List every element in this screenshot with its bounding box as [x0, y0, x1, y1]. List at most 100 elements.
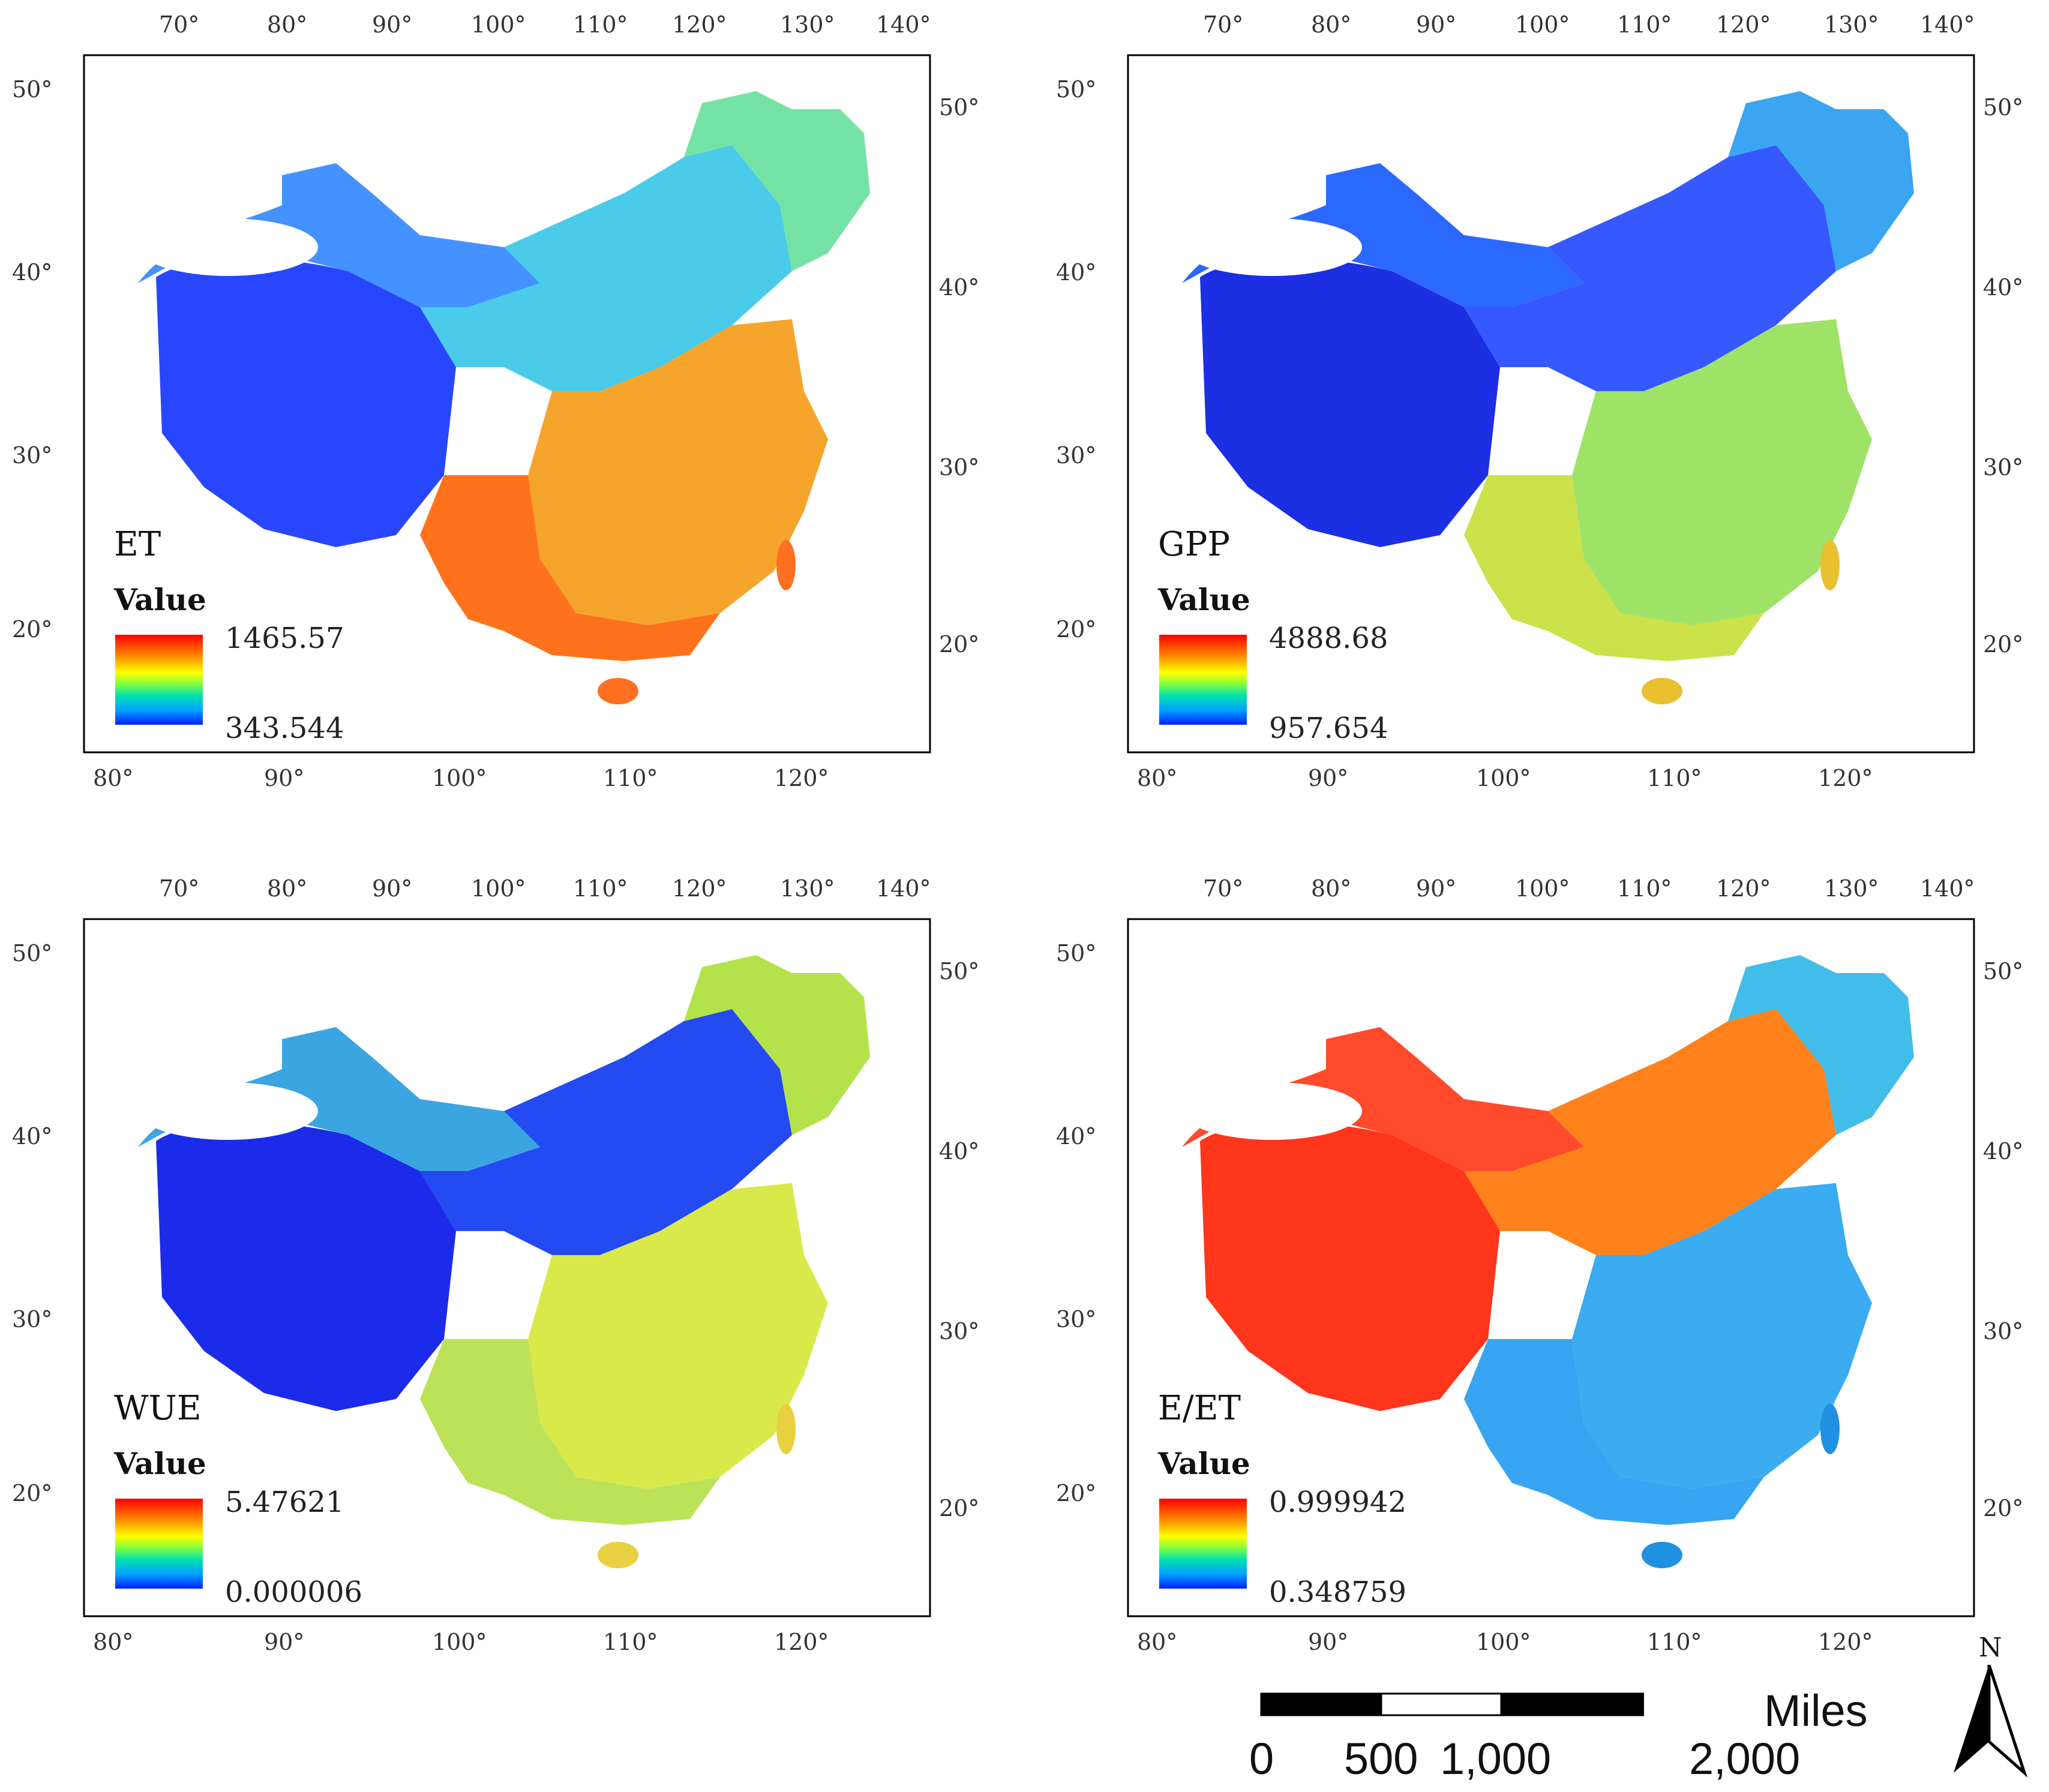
- bottom-lon-tick: 120°: [1818, 765, 1873, 791]
- legend-max-value: 1465.57: [225, 622, 344, 655]
- map-region-south: [420, 1339, 720, 1525]
- left-lat-tick: 30°: [1056, 1306, 1097, 1332]
- right-lat-tick: 20°: [939, 1495, 980, 1521]
- top-lon-tick: 80°: [267, 875, 308, 902]
- left-lat-tick: 50°: [12, 940, 53, 966]
- right-lat-tick: 40°: [939, 274, 980, 301]
- right-lat-tick: 40°: [939, 1138, 980, 1164]
- bottom-lon-tick: 90°: [1308, 765, 1349, 791]
- bottom-lon-tick: 110°: [1647, 765, 1702, 791]
- bottom-lon-tick: 120°: [774, 1629, 829, 1655]
- top-lon-tick: 140°: [876, 11, 931, 38]
- top-lon-tick: 120°: [672, 11, 727, 38]
- bottom-lon-tick: 110°: [1647, 1629, 1702, 1655]
- map-island-taiwan: [776, 540, 796, 590]
- left-lat-tick: 20°: [12, 616, 53, 643]
- map-panel-eet: 70° 80° 90° 100° 110° 120° 130° 140° 80° 90° 100° 1…: [1044, 864, 2028, 1668]
- left-lat-tick: 40°: [12, 1123, 53, 1149]
- map-region-north: [420, 1009, 792, 1255]
- variable-title: E/ET: [1158, 1389, 1241, 1428]
- top-lon-tick: 70°: [1203, 875, 1244, 902]
- left-lat-tick: 20°: [1056, 616, 1097, 643]
- map-frame: [1127, 918, 1975, 1617]
- map-panel-wue: 70° 80° 90° 100° 110° 120° 130° 140° 80° 90° 100° 1…: [0, 864, 984, 1668]
- left-lat-tick: 30°: [12, 1306, 53, 1332]
- north-arrow: N: [1950, 1635, 2028, 1779]
- right-lat-tick: 40°: [1983, 1138, 2024, 1164]
- top-lon-tick: 110°: [573, 875, 628, 902]
- top-lon-tick: 110°: [573, 11, 628, 38]
- top-lon-tick: 100°: [471, 875, 526, 902]
- legend-title: Value: [114, 582, 206, 617]
- map-region-north: [420, 145, 792, 391]
- left-lat-tick: 40°: [12, 259, 53, 286]
- left-lat-tick: 20°: [12, 1480, 53, 1506]
- map-nodata-desert: [138, 218, 318, 276]
- top-lon-tick: 140°: [1920, 11, 1975, 38]
- map-island-hainan: [598, 1542, 638, 1568]
- right-lat-tick: 30°: [1983, 454, 2024, 481]
- top-lon-tick: 90°: [1416, 875, 1457, 902]
- china-map: [138, 955, 870, 1568]
- scale-bar-label-1000: 1,000: [1440, 1734, 1552, 1784]
- legend-max-value: 0.999942: [1269, 1485, 1407, 1519]
- map-region-northwest: [1182, 1027, 1584, 1171]
- legend-color-ramp: [115, 1499, 203, 1589]
- top-lon-tick: 70°: [159, 875, 200, 902]
- map-region-west: [1200, 1122, 1500, 1411]
- map-region-northwest: [1182, 163, 1584, 307]
- left-lat-tick: 20°: [1056, 1480, 1097, 1506]
- legend-min-value: 343.544: [225, 712, 344, 745]
- map-region-northwest: [138, 1027, 540, 1171]
- variable-title: ET: [114, 525, 161, 564]
- map-region-northeast: [1728, 955, 1914, 1135]
- china-map: [1182, 955, 1914, 1568]
- top-lon-tick: 100°: [1515, 11, 1570, 38]
- map-nodata-desert: [1182, 218, 1362, 276]
- scale-bar-label-2000: 2,000: [1689, 1734, 1801, 1784]
- scale-bar-segment-3: [1500, 1692, 1644, 1716]
- variable-title: WUE: [114, 1389, 202, 1428]
- top-lon-tick: 90°: [1416, 11, 1457, 38]
- bottom-lon-tick: 80°: [1137, 1629, 1178, 1655]
- map-region-east: [528, 1183, 828, 1489]
- map-region-east: [528, 319, 828, 625]
- bottom-lon-tick: 110°: [603, 1629, 658, 1655]
- map-region-east: [1572, 319, 1872, 625]
- map-island-hainan: [1642, 678, 1682, 704]
- top-lon-tick: 120°: [1716, 875, 1771, 902]
- top-lon-tick: 130°: [780, 875, 835, 902]
- top-lon-tick: 130°: [780, 11, 835, 38]
- map-region-northeast: [1728, 91, 1914, 271]
- map-region-south: [1464, 1339, 1764, 1525]
- bottom-lon-tick: 90°: [264, 765, 305, 791]
- bottom-lon-tick: 80°: [1137, 765, 1178, 791]
- map-region-south: [1464, 475, 1764, 661]
- left-lat-tick: 50°: [1056, 76, 1097, 103]
- scale-bar-segment-1: [1260, 1692, 1382, 1716]
- map-region-northeast: [684, 955, 870, 1135]
- map-panel-gpp: 70° 80° 90° 100° 110° 120° 130° 140° 80° 90° 100° 1…: [1044, 0, 2028, 804]
- map-region-northeast: [684, 91, 870, 271]
- map-frame: [83, 918, 931, 1617]
- bottom-lon-tick: 120°: [1818, 1629, 1873, 1655]
- legend-title: Value: [1158, 582, 1250, 617]
- left-lat-tick: 30°: [12, 442, 53, 469]
- legend-min-value: 0.348759: [1269, 1575, 1407, 1609]
- china-map: [1182, 91, 1914, 704]
- map-island-hainan: [1642, 1542, 1682, 1568]
- right-lat-tick: 30°: [939, 1318, 980, 1344]
- map-island-taiwan: [776, 1404, 796, 1454]
- map-region-south: [420, 475, 720, 661]
- top-lon-tick: 100°: [1515, 875, 1570, 902]
- legend-color-ramp: [115, 635, 203, 725]
- legend-color-ramp: [1159, 635, 1247, 725]
- top-lon-tick: 130°: [1824, 11, 1879, 38]
- right-lat-tick: 20°: [1983, 631, 2024, 658]
- bottom-lon-tick: 100°: [432, 765, 487, 791]
- map-region-northwest: [138, 163, 540, 307]
- top-lon-tick: 80°: [1311, 875, 1352, 902]
- legend-min-value: 957.654: [1269, 712, 1388, 745]
- top-lon-tick: 100°: [471, 11, 526, 38]
- left-lat-tick: 40°: [1056, 1123, 1097, 1149]
